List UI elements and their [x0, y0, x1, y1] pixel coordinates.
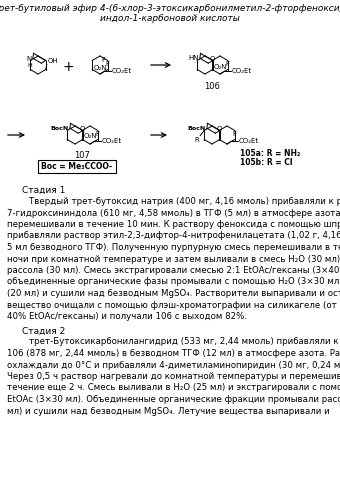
Text: 40% EtOAc/гексаны) и получали 106 с выходом 82%.: 40% EtOAc/гексаны) и получали 106 с выхо…: [7, 312, 247, 321]
Text: Стадия 1: Стадия 1: [22, 186, 65, 195]
Text: Твердый трет-бутоксид натрия (400 мг, 4,16 ммоль) прибавляли к раствору: Твердый трет-бутоксид натрия (400 мг, 4,…: [7, 197, 340, 206]
Text: EtOAc (3×30 мл). Объединенные органические фракции промывали рассолом (20: EtOAc (3×30 мл). Объединенные органическ…: [7, 395, 340, 404]
Bar: [38, 160, 116, 173]
Text: 105a: R = NH₂: 105a: R = NH₂: [240, 149, 300, 158]
Text: перемешивали в течение 10 мин. К раствору феноксида с помощью шприца: перемешивали в течение 10 мин. К раствор…: [7, 220, 340, 229]
Text: Трет-бутиловый эфир 4-(6-хлор-3-этоксикарбонилметил-2-фторфенокси)-: Трет-бутиловый эфир 4-(6-хлор-3-этоксика…: [0, 4, 340, 13]
Text: HN: HN: [188, 55, 199, 61]
Text: CO₂Et: CO₂Et: [102, 138, 122, 144]
Text: мл) и сушили над безводным MgSO₄. Летучие вещества выпаривали и: мл) и сушили над безводным MgSO₄. Летучи…: [7, 407, 330, 416]
Text: OH: OH: [48, 57, 58, 63]
Text: 106 (878 мг, 2,44 ммоль) в безводном ТГФ (12 мл) в атмосфере азота. Раствор: 106 (878 мг, 2,44 ммоль) в безводном ТГФ…: [7, 349, 340, 358]
Text: CO₂Et: CO₂Et: [112, 68, 132, 74]
Text: Через 0,5 ч раствор нагревали до комнатной температуры и перемешивали в: Через 0,5 ч раствор нагревали до комнатн…: [7, 372, 340, 381]
Text: (20 мл) и сушили над безводным MgSO₄. Растворители выпаривали и оставшееся: (20 мл) и сушили над безводным MgSO₄. Ра…: [7, 289, 340, 298]
Text: F: F: [226, 60, 230, 66]
Text: O₂N: O₂N: [93, 64, 107, 70]
Text: O: O: [217, 126, 222, 132]
Text: рассола (30 мл). Смесь экстрагировали смесью 2:1 EtOAc/гексаны (3×40 мл) и: рассола (30 мл). Смесь экстрагировали см…: [7, 266, 340, 275]
Text: R: R: [194, 137, 199, 143]
Text: O₂N: O₂N: [83, 134, 97, 140]
Text: H: H: [27, 63, 32, 68]
Text: N: N: [27, 56, 32, 62]
Text: +: +: [62, 60, 74, 74]
Text: Стадия 2: Стадия 2: [22, 326, 65, 335]
Text: вещество очищали с помощью флэш-хроматографии на силикагеле (от 0% до: вещество очищали с помощью флэш-хроматог…: [7, 300, 340, 309]
Text: F: F: [96, 131, 100, 137]
Text: BocN: BocN: [51, 126, 69, 131]
Text: течение еще 2 ч. Смесь выливали в H₂O (25 мл) и экстрагировали с помощью: течение еще 2 ч. Смесь выливали в H₂O (2…: [7, 384, 340, 393]
Text: CO₂Et: CO₂Et: [239, 138, 259, 144]
Text: O: O: [210, 56, 215, 62]
Text: трет-Бутоксикарбонилангидрид (533 мг, 2,44 ммоль) прибавляли к раствору: трет-Бутоксикарбонилангидрид (533 мг, 2,…: [7, 337, 340, 346]
Text: BocN: BocN: [188, 126, 206, 131]
Text: 105b: R = Cl: 105b: R = Cl: [240, 158, 292, 167]
Text: прибавляли раствор этил-2,3-дифтор-4-нитрофенилацетата (1,02 г, 4,16 ммоль в: прибавляли раствор этил-2,3-дифтор-4-нит…: [7, 232, 340, 241]
Text: Boc = Me₃CCOO-: Boc = Me₃CCOO-: [41, 162, 113, 171]
Text: 107: 107: [74, 151, 90, 160]
Text: F: F: [106, 60, 110, 66]
Text: ночи при комнатной температуре и затем выливали в смесь H₂O (30 мл) и: ночи при комнатной температуре и затем в…: [7, 254, 340, 263]
Text: F: F: [233, 131, 237, 137]
Text: CO₂Et: CO₂Et: [232, 68, 252, 74]
Text: F: F: [102, 56, 106, 62]
Text: объединенные органические фазы промывали с помощью H₂O (3×30 мл), рассола: объединенные органические фазы промывали…: [7, 277, 340, 286]
Text: 5 мл безводного ТГФ). Полученную пурпурную смесь перемешивали в течение: 5 мл безводного ТГФ). Полученную пурпурн…: [7, 243, 340, 252]
Text: охлаждали до 0°C и прибавляли 4-диметиламинопиридин (30 мг, 0,24 ммоль).: охлаждали до 0°C и прибавляли 4-диметила…: [7, 360, 340, 369]
Text: 106: 106: [205, 82, 220, 91]
Text: индол-1-карбоновой кислоты: индол-1-карбоновой кислоты: [100, 14, 240, 23]
Text: O: O: [80, 126, 85, 132]
Text: O₂N: O₂N: [213, 63, 227, 69]
Text: 7-гидроксининдола (610 мг, 4,58 ммоль) в ТГФ (5 мл) в атмосфере азота и смесь: 7-гидроксининдола (610 мг, 4,58 ммоль) в…: [7, 209, 340, 218]
